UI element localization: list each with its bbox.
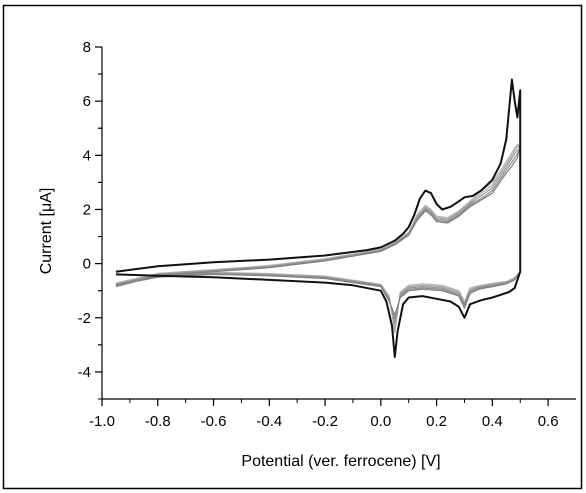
x-tick-label: -0.8 [145,413,171,430]
x-tick-label: -1.0 [89,413,115,430]
y-tick-label: 8 [83,39,91,56]
y-tick-label: -2 [78,310,91,327]
y-tick-label: 4 [83,147,91,164]
y-tick-label: 0 [83,256,91,273]
x-tick-label: 0.0 [370,413,391,430]
y-tick-label: -4 [78,364,91,381]
x-tick-label: 0.4 [482,413,503,430]
x-tick-label: 0.6 [538,413,559,430]
figure-frame [2,4,583,490]
series-layer [115,78,522,358]
axes-layer [101,47,576,400]
series-line-1 [115,78,522,358]
x-tick-label: 0.2 [426,413,447,430]
y-tick-label: 6 [83,93,91,110]
x-tick-label: -0.4 [256,413,282,430]
x-tick-label: -0.2 [312,413,338,430]
x-axis-label: Potential (ver. ferrocene) [V] [241,453,440,470]
ticks-layer: -1.0 -0.8 -0.6 -0.4 -0.2 0.0 0.2 0.4 0.6 -4 -2 0 2 4 6… [78,39,559,430]
x-tick-label: -0.6 [201,413,227,430]
y-axis-label: Current [μA] [38,188,55,275]
y-tick-label: 2 [83,201,91,218]
